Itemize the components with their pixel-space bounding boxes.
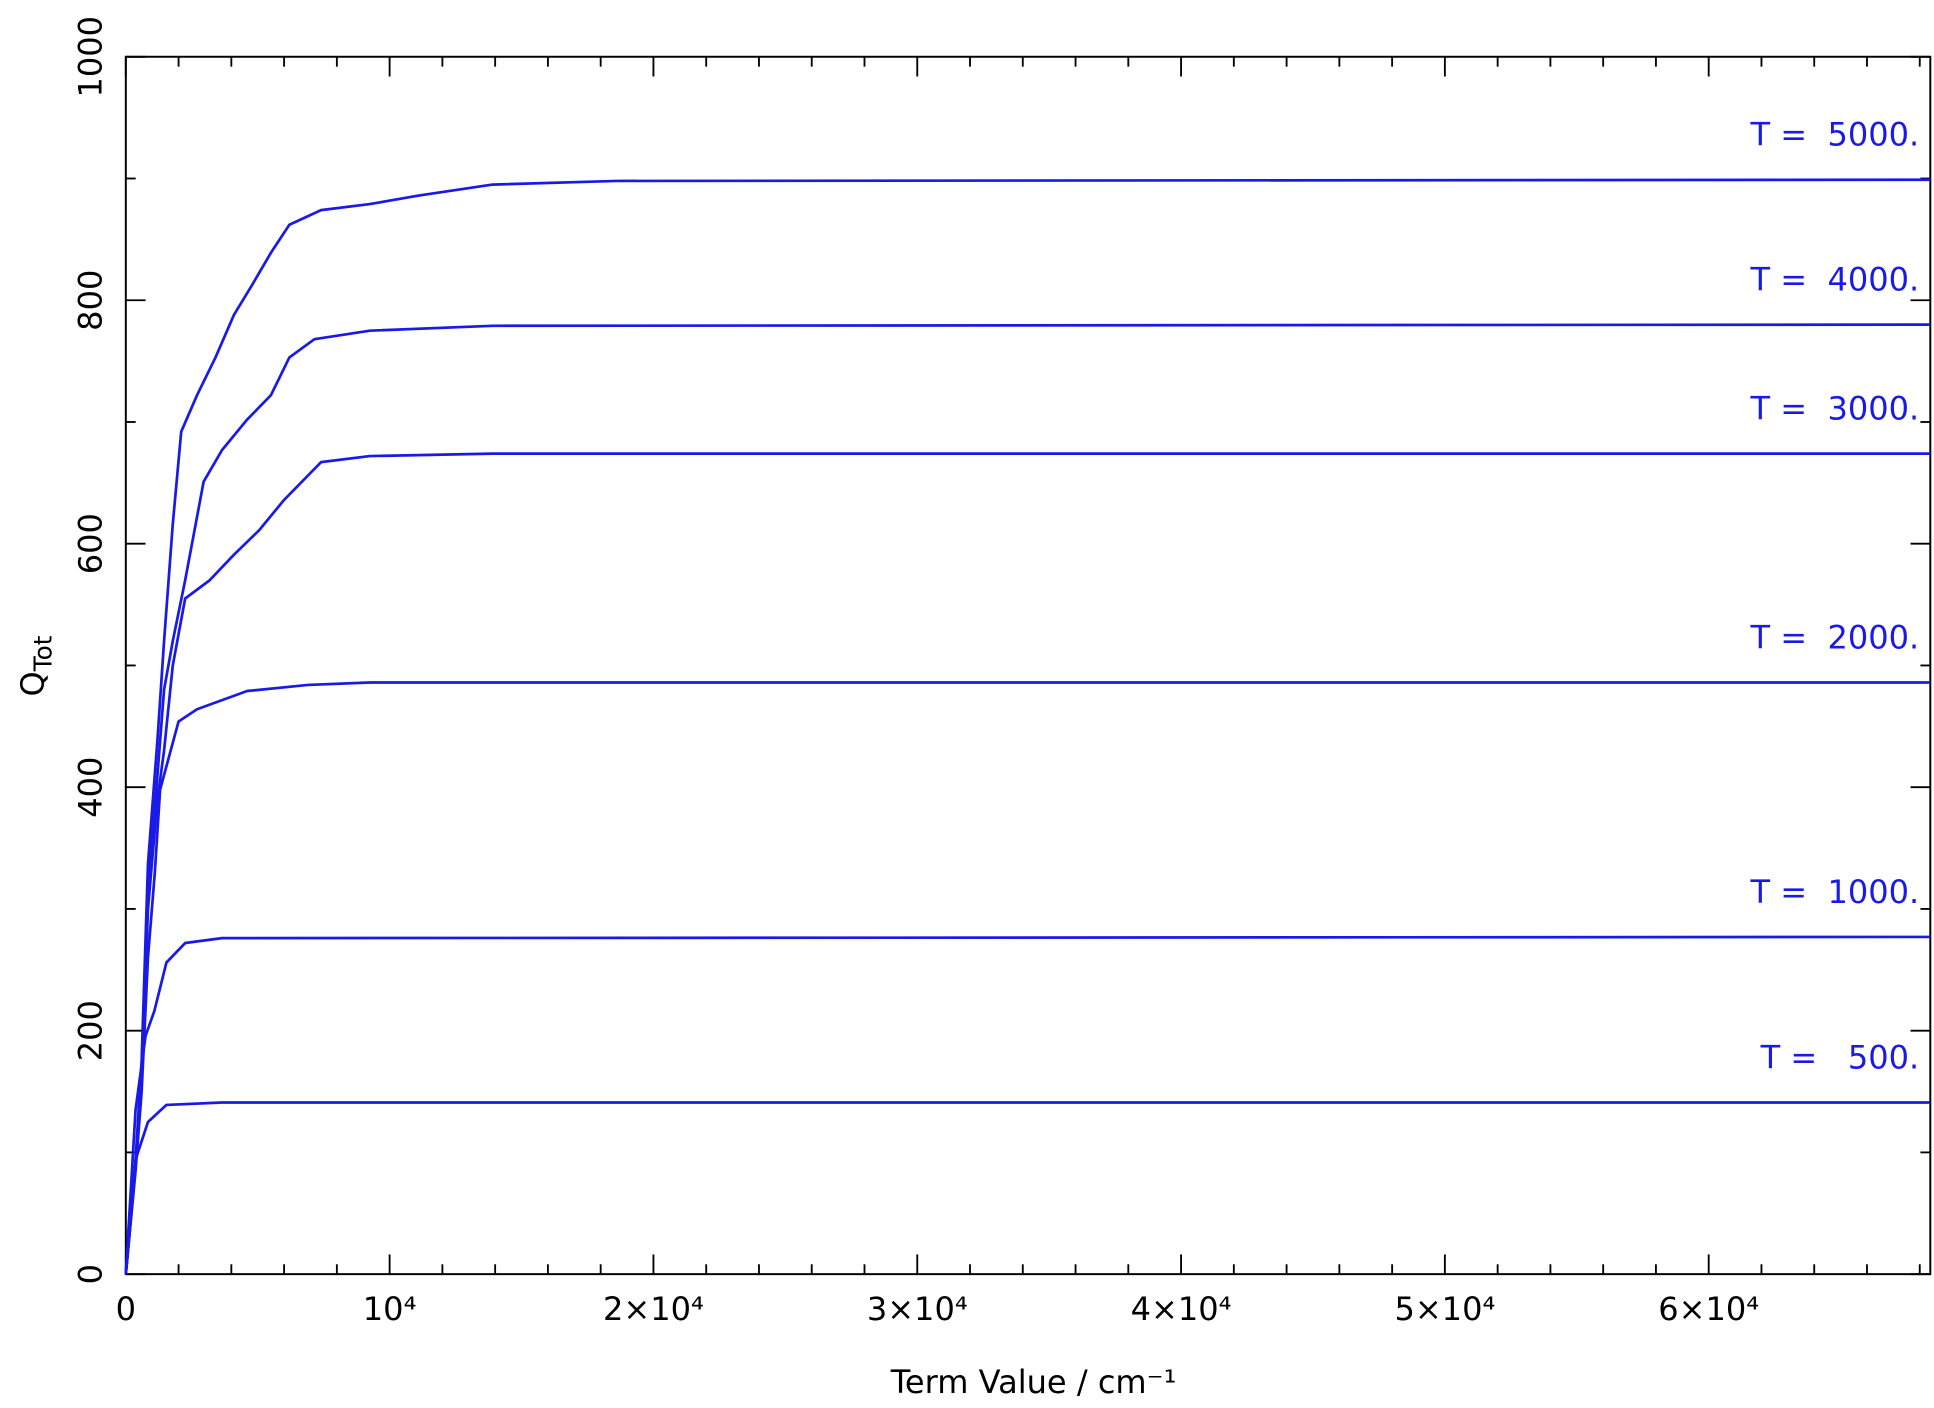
y-tick-label: 200: [72, 1000, 110, 1061]
y-tick-label: 600: [72, 513, 110, 574]
series-line: [124, 452, 1931, 1275]
x-tick-label: 0: [116, 1290, 136, 1328]
x-tick-label: 5×10⁴: [1394, 1290, 1495, 1328]
y-axis-label-sub: Tot: [28, 635, 57, 672]
y-tick-label: 800: [72, 270, 110, 331]
x-axis-label: Term Value / cm⁻¹: [890, 1363, 1177, 1401]
x-tick-label: 10⁴: [363, 1290, 417, 1328]
series-label: T = 5000.: [1749, 116, 1919, 154]
series-line: [124, 935, 1931, 1275]
x-tick-label: 3×10⁴: [867, 1290, 968, 1328]
series-line: [124, 681, 1931, 1275]
series-label: T = 3000.: [1749, 389, 1919, 427]
y-axis-label-main: Q: [14, 671, 52, 696]
series-line: [124, 178, 1931, 1275]
y-axis-label: QTot: [14, 635, 58, 696]
series-label: T = 4000.: [1749, 260, 1919, 298]
x-tick-label: 2×10⁴: [603, 1290, 704, 1328]
y-tick-label: 1000: [72, 16, 110, 98]
series-label: T = 1000.: [1749, 873, 1919, 911]
x-tick-label: 6×10⁴: [1658, 1290, 1759, 1328]
series-label: T = 500.: [1760, 1038, 1920, 1076]
series-line: [124, 323, 1931, 1275]
y-tick-label: 0: [72, 1264, 110, 1284]
x-tick-label: 4×10⁴: [1131, 1290, 1232, 1328]
plot-frame: [124, 55, 1932, 1276]
y-tick-label: 400: [72, 757, 110, 818]
series-label: T = 2000.: [1749, 618, 1919, 656]
series-line: [124, 1101, 1931, 1275]
